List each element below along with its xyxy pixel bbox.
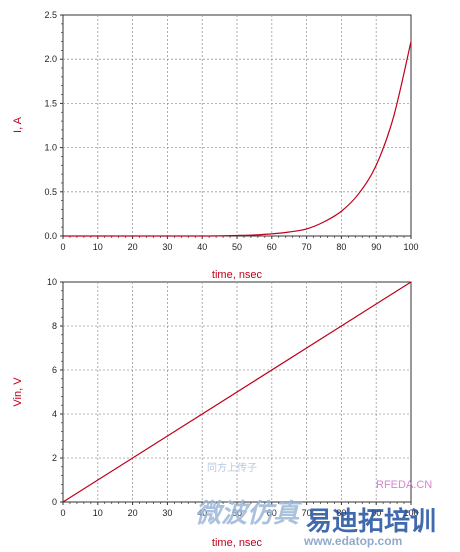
watermark: 同方上传子 微波仿真 RFEDA.CN 易迪拓培训 www.edatop.com: [195, 461, 436, 548]
current-y-tick-label: 1.0: [44, 143, 57, 153]
watermark-top-text: 同方上传子: [207, 461, 257, 474]
voltage-x-tick-label: 20: [128, 508, 138, 518]
voltage-y-tick-label: 4: [52, 409, 57, 419]
current-y-tick-label: 0.5: [44, 187, 57, 197]
voltage-y-tick-label: 6: [52, 365, 57, 375]
current-y-tick-label: 1.5: [44, 98, 57, 108]
voltage-x-tick-label: 60: [267, 508, 277, 518]
current-x-tick-label: 60: [267, 242, 277, 252]
voltage-series-line-0: [62, 281, 412, 503]
voltage-x-tick-label: 80: [336, 508, 346, 518]
current-y-ticks: 0.0 0.5 1.0 1.5 2.0 2.5: [44, 10, 63, 241]
current-x-tick-label: 70: [302, 242, 312, 252]
current-y-label: I, A: [12, 116, 24, 133]
voltage-x-ticks: 0 10 20 30 40 50 60 70 80 90 100: [60, 502, 419, 518]
current-x-tick-label: 30: [162, 242, 172, 252]
current-x-ticks: 0 10 20 30 40 50 60 70 80 90 100: [60, 236, 419, 252]
current-y-tick-label: 2.0: [44, 54, 57, 64]
current-y-tick-label: 2.5: [44, 10, 57, 20]
current-chart: 0 10 20 30 40 50 60 70 80 90 100 0.0 0.5 1.0 1.5 2.0 2.…: [12, 10, 419, 281]
current-x-tick-label: 20: [128, 242, 138, 252]
current-x-label: time, nsec: [212, 269, 263, 281]
voltage-x-tick-label: 30: [162, 508, 172, 518]
watermark-brand: RFEDA.CN: [376, 479, 432, 491]
voltage-x-label: time, nsec: [212, 537, 263, 549]
current-x-tick-label: 10: [93, 242, 103, 252]
voltage-grid: [62, 281, 412, 503]
voltage-x-tick-label: 70: [302, 508, 312, 518]
current-x-tick-label: 100: [403, 242, 418, 252]
voltage-x-tick-label: 50: [232, 508, 242, 518]
watermark-url: www.edatop.com: [303, 534, 402, 548]
voltage-y-ticks: 0 2 4 6 8 10: [47, 277, 63, 507]
voltage-marks: [62, 281, 412, 503]
current-x-tick-label: 40: [197, 242, 207, 252]
current-x-tick-label: 90: [371, 242, 381, 252]
current-marks: [63, 41, 412, 237]
current-x-tick-label: 50: [232, 242, 242, 252]
voltage-y-tick-label: 0: [52, 497, 57, 507]
voltage-y-tick-label: 2: [52, 453, 57, 463]
current-series-line-0: [63, 41, 412, 237]
current-x-tick-label: 0: [60, 242, 65, 252]
voltage-x-tick-label: 40: [197, 508, 207, 518]
voltage-y-label: Vin, V: [12, 377, 24, 407]
current-grid: [62, 14, 412, 237]
current-x-tick-label: 80: [336, 242, 346, 252]
watermark-title: 易迪拓培训: [306, 507, 436, 537]
voltage-x-tick-label: 10: [93, 508, 103, 518]
voltage-x-tick-label: 100: [403, 508, 418, 518]
voltage-chart: 0 10 20 30 40 50 60 70 80 90 100 0 2 4 6 8 10 time, nse…: [12, 277, 419, 549]
watermark-cn-text: 微波仿真: [195, 499, 303, 529]
voltage-x-tick-label: 0: [60, 508, 65, 518]
voltage-x-tick-label: 90: [371, 508, 381, 518]
voltage-y-tick-label: 8: [52, 321, 57, 331]
voltage-y-tick-label: 10: [47, 277, 57, 287]
current-y-tick-label: 0.0: [44, 231, 57, 241]
